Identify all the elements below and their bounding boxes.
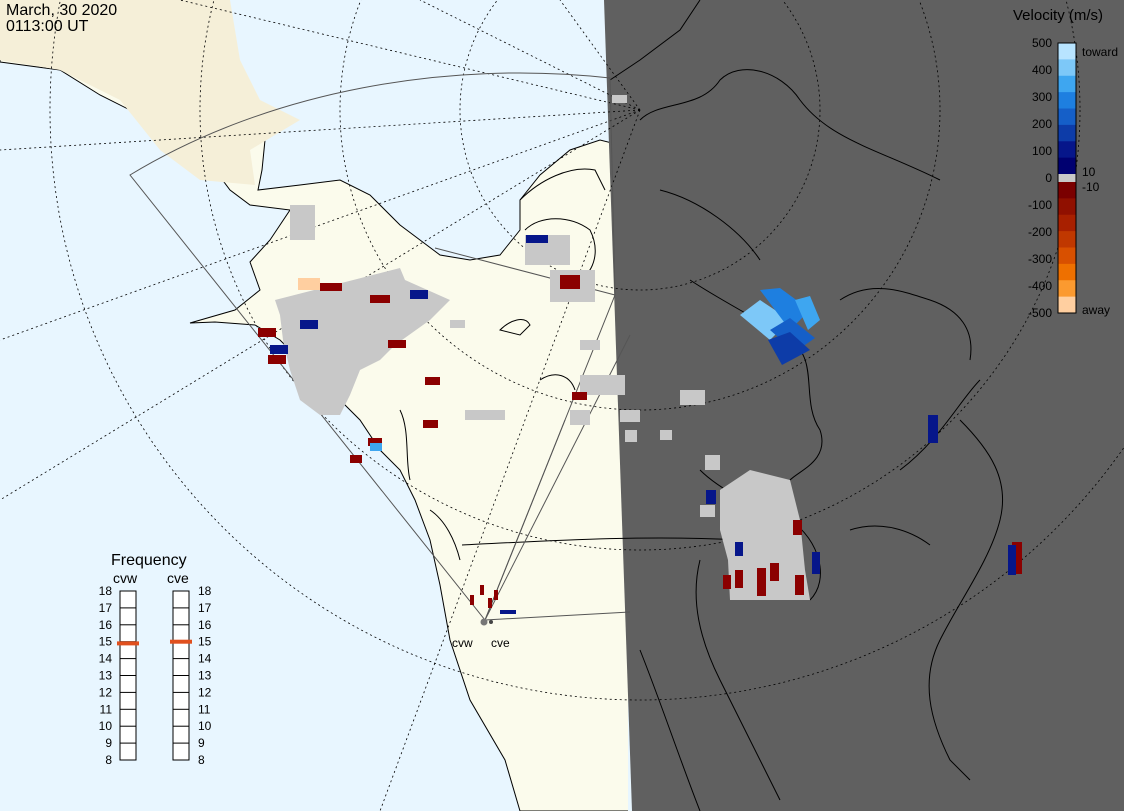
velocity-tick-label: -400 <box>1028 279 1052 293</box>
frequency-radar-label-cve: cve <box>167 570 189 586</box>
velocity-swatch <box>1058 141 1076 159</box>
frequency-scale-label-left: 17 <box>99 601 113 615</box>
radar-site-label-cvw: cvw <box>452 636 473 650</box>
frequency-scale-label-left: 9 <box>105 736 112 750</box>
frequency-marker-cvw <box>117 641 139 646</box>
velocity-toward-marks <box>270 235 1016 614</box>
velocity-swatch <box>1058 296 1076 314</box>
velocity-swatch <box>1058 214 1076 232</box>
velocity-swatch <box>1058 247 1076 265</box>
date-label: March, 30 2020 <box>6 2 117 19</box>
radar-fov <box>129 72 741 621</box>
velocity-tick-label: 400 <box>1032 63 1052 77</box>
day-coastlines <box>399 168 606 561</box>
frequency-scale-label-left: 18 <box>99 584 113 598</box>
frequency-scale-label-right: 13 <box>198 669 212 683</box>
velocity-swatch <box>1058 263 1076 281</box>
velocity-swatch <box>1058 182 1076 199</box>
velocity-swatch <box>1058 124 1076 142</box>
frequency-scale-label-right: 18 <box>198 584 212 598</box>
radar-site-label-cve: cve <box>491 636 510 650</box>
velocity-tick-label: -200 <box>1028 225 1052 239</box>
cve-fov-outline <box>484 611 631 621</box>
velocity-swatch <box>1058 108 1076 126</box>
radar-site-marker <box>480 618 488 626</box>
radar-site-marker <box>489 620 493 624</box>
velocity-tick-label: -300 <box>1028 252 1052 266</box>
velocity-tick-label: 100 <box>1032 144 1052 158</box>
frequency-scale-label-right: 8 <box>198 753 205 767</box>
velocity-colorbar: Velocity (m/s) 500 400 300 200 100 0 -100 -200 -… <box>1013 7 1118 320</box>
frequency-scale-label-right: 11 <box>198 702 211 716</box>
frequency-scale-label-right: 14 <box>198 652 212 666</box>
velocity-toward-label: toward <box>1082 45 1118 59</box>
frequency-scale-label-left: 13 <box>99 669 113 683</box>
frequency-scale-label-right: 9 <box>198 736 205 750</box>
ground-scatter <box>275 95 810 600</box>
velocity-neg10-label: -10 <box>1082 180 1100 194</box>
velocity-pos10-label: 10 <box>1082 165 1096 179</box>
velocity-scale-title: Velocity (m/s) <box>1013 7 1103 24</box>
velocity-cluster-high-toward <box>740 288 820 365</box>
velocity-swatch <box>1058 92 1076 109</box>
velocity-tick-label: -100 <box>1028 198 1052 212</box>
velocity-tick-label: -500 <box>1028 306 1052 320</box>
velocity-tick-label: 200 <box>1032 117 1052 131</box>
frequency-scale-label-left: 12 <box>99 685 113 699</box>
frequency-panel: Frequency cvw cve 18 18 17 17 16 16 15 15 14 14 13… <box>99 552 212 767</box>
frequency-scale-label-right: 15 <box>198 635 212 649</box>
velocity-away-label: away <box>1082 303 1110 317</box>
frequency-scale-label-left: 15 <box>99 635 113 649</box>
velocity-swatch-ground <box>1058 174 1076 182</box>
frequency-scale-label-right: 16 <box>198 618 212 632</box>
velocity-swatch <box>1058 75 1076 93</box>
night-side <box>604 0 1124 811</box>
velocity-tick-label: 500 <box>1032 36 1052 50</box>
frequency-scale-label-right: 10 <box>198 719 212 733</box>
frequency-title: Frequency <box>111 552 187 569</box>
velocity-away-marks <box>258 275 1022 608</box>
radar-sites: cvw cve <box>452 618 510 650</box>
cvw-fov-outline <box>129 72 616 621</box>
velocity-swatch <box>1058 157 1076 175</box>
frequency-scale-label-left: 10 <box>99 719 113 733</box>
frequency-scale-label-left: 11 <box>100 702 113 716</box>
velocity-swatch <box>1058 198 1076 216</box>
frequency-radar-label-cvw: cvw <box>113 570 138 586</box>
frequency-scale-label-left: 8 <box>105 753 112 767</box>
frequency-scale-label-left: 16 <box>99 618 113 632</box>
velocity-swatch <box>1058 280 1076 298</box>
velocity-tick-label: 0 <box>1045 171 1052 185</box>
frequency-marker-cve <box>170 639 192 644</box>
velocity-medium-toward-mark <box>370 443 382 451</box>
frequency-scale-label-right: 12 <box>198 685 212 699</box>
frequency-scale-label-left: 14 <box>99 652 113 666</box>
frequency-scale-label-right: 17 <box>198 601 212 615</box>
velocity-tick-label: 300 <box>1032 90 1052 104</box>
velocity-swatch <box>1058 43 1076 60</box>
land-day-side <box>0 0 628 811</box>
velocity-swatch <box>1058 59 1076 77</box>
velocity-swatch <box>1058 231 1076 248</box>
time-label: 0113:00 UT <box>6 18 89 35</box>
velocity-far-away-mark <box>298 278 320 290</box>
